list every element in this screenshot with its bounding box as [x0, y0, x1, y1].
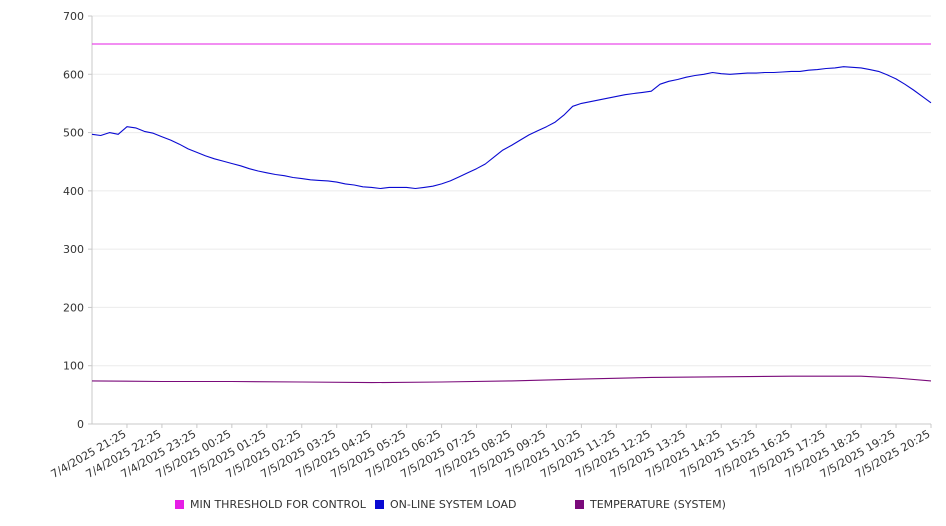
legend-item: MIN THRESHOLD FOR CONTROL: [175, 498, 366, 511]
y-tick-labels: 0 100 200 300 400 500 600 700: [63, 10, 84, 431]
series-lines: [91, 43, 932, 384]
x-tick-labels: 7/4/2025 21:257/4/2025 22:257/4/2025 23:…: [49, 427, 933, 481]
y-tick-label: 600: [63, 68, 84, 81]
series-line-on-line-system-load: [91, 66, 932, 190]
y-tick-label: 300: [63, 243, 84, 256]
y-tick-label: 0: [77, 418, 84, 431]
series-line-temperature-system: [91, 375, 932, 384]
y-tick-label: 100: [63, 360, 84, 373]
y-tick-label: 400: [63, 185, 84, 198]
chart-legend: MIN THRESHOLD FOR CONTROL ON-LINE SYSTEM …: [0, 498, 946, 514]
y-tick-label: 700: [63, 10, 84, 23]
grid-lines: [92, 15, 931, 367]
axes: [88, 15, 932, 428]
legend-swatch: [175, 500, 184, 509]
legend-label: TEMPERATURE (SYSTEM): [590, 498, 726, 511]
y-tick-label: 200: [63, 301, 84, 314]
legend-swatch: [575, 500, 584, 509]
legend-swatch: [375, 500, 384, 509]
legend-item: ON-LINE SYSTEM LOAD: [375, 498, 516, 511]
legend-label: ON-LINE SYSTEM LOAD: [390, 498, 517, 511]
legend-item: TEMPERATURE (SYSTEM): [575, 498, 726, 511]
y-tick-label: 500: [63, 127, 84, 140]
legend-label: MIN THRESHOLD FOR CONTROL: [190, 498, 366, 511]
